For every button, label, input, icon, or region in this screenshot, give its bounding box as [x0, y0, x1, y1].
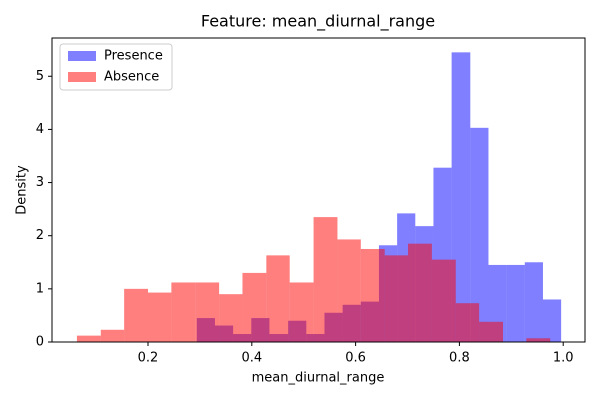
- y-tick-label: 5: [36, 69, 44, 84]
- histogram-bar: [242, 272, 267, 342]
- legend-label: Absence: [104, 70, 159, 85]
- histogram-bar: [455, 303, 480, 342]
- histogram-bar: [100, 329, 125, 342]
- y-tick-label: 2: [36, 228, 44, 243]
- histogram-bar: [171, 282, 196, 342]
- histogram-bar: [360, 248, 385, 342]
- chart-title: Feature: mean_diurnal_range: [201, 12, 435, 32]
- x-tick-label: 0.6: [345, 351, 366, 366]
- histogram-bar: [195, 282, 220, 342]
- histogram-bar: [219, 294, 243, 342]
- histogram-bar: [506, 264, 525, 342]
- histogram-bar: [124, 288, 149, 342]
- y-tick-label: 0: [36, 335, 44, 350]
- histogram-bar: [289, 282, 314, 342]
- legend-label: Presence: [104, 49, 163, 64]
- y-axis-label: Density: [15, 165, 30, 215]
- x-tick-label: 0.2: [138, 351, 159, 366]
- histogram-bar: [408, 243, 432, 342]
- histogram-bar: [313, 217, 338, 342]
- x-axis-label: mean_diurnal_range: [252, 371, 385, 386]
- x-tick-label: 1.0: [553, 351, 574, 366]
- histogram-bar: [266, 255, 290, 342]
- histogram-bar: [148, 292, 172, 342]
- legend-swatch: [68, 72, 96, 82]
- y-tick-label: 3: [36, 175, 44, 190]
- legend-swatch: [68, 51, 96, 61]
- histogram-bar: [451, 52, 471, 343]
- y-tick-label: 1: [36, 281, 44, 296]
- histogram-bar: [431, 259, 456, 342]
- histogram-bar: [470, 127, 489, 343]
- plot-frame: [51, 37, 586, 343]
- histogram-bar: [384, 255, 409, 342]
- x-tick-label: 0.8: [449, 351, 470, 366]
- histogram-bar: [524, 262, 543, 342]
- histogram-bar: [542, 299, 562, 342]
- y-tick-label: 4: [36, 122, 44, 137]
- histogram-bar: [526, 338, 551, 342]
- x-tick-label: 0.4: [241, 351, 262, 366]
- histogram-bar: [479, 321, 503, 342]
- histogram-bar: [76, 335, 101, 342]
- histogram-bar: [337, 239, 361, 342]
